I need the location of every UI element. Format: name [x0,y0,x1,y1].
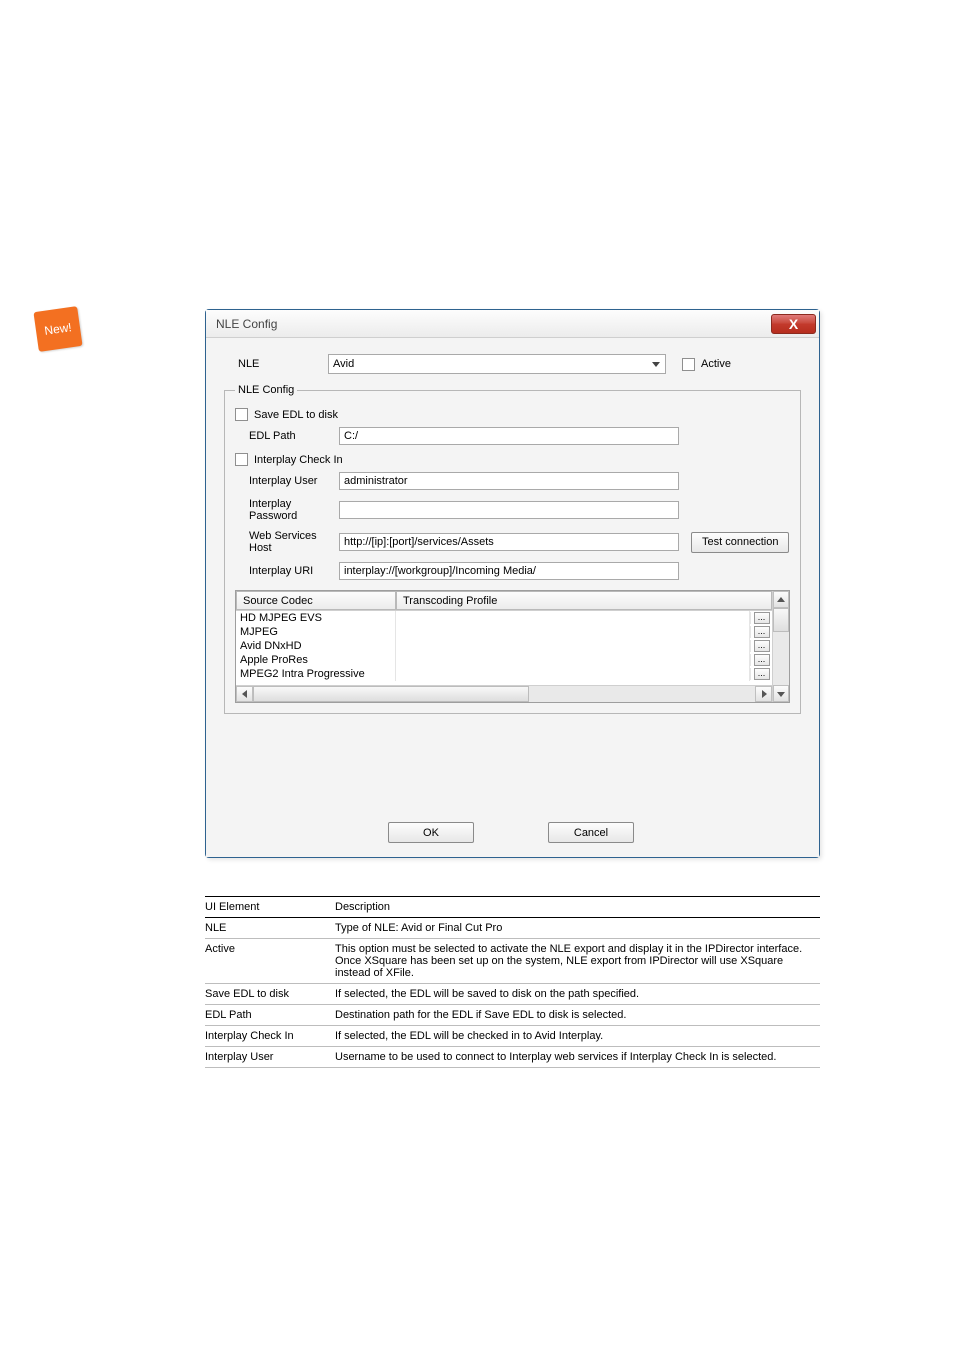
test-connection-label: Test connection [702,536,778,548]
ok-button[interactable]: OK [388,822,474,843]
cancel-button[interactable]: Cancel [548,822,634,843]
scroll-left-button[interactable] [236,686,253,702]
edl-path-label: EDL Path [235,430,339,442]
desc-param: NLE [205,922,335,934]
codec-cell[interactable] [396,611,750,625]
desc-param: EDL Path [205,1009,335,1021]
desc-text: Username to be used to connect to Interp… [335,1051,820,1063]
webservices-host-input[interactable] [339,533,679,551]
desc-header-param: UI Element [205,901,335,913]
hscroll-thumb[interactable] [253,686,529,702]
browse-button[interactable]: ... [754,654,770,666]
scroll-right-button[interactable] [755,686,772,702]
interplay-uri-label: Interplay URI [235,565,339,577]
browse-button[interactable]: ... [754,668,770,680]
codec-col-profile[interactable]: Transcoding Profile [396,591,772,610]
desc-text: Type of NLE: Avid or Final Cut Pro [335,922,820,934]
codec-cell[interactable]: Apple ProRes [236,653,396,667]
ok-label: OK [423,827,439,839]
desc-row: Interplay User Username to be used to co… [205,1047,820,1068]
browse-button[interactable]: ... [754,626,770,638]
interplay-password-input[interactable] [339,501,679,519]
codec-cell[interactable] [396,653,750,667]
codec-body: HD MJPEG EVS ... MJPEG ... Avid DNxHD [236,611,772,681]
codec-cell[interactable] [396,667,750,681]
desc-header-desc: Description [335,901,820,913]
active-label: Active [701,358,731,370]
desc-row: EDL Path Destination path for the EDL if… [205,1005,820,1026]
desc-text: If selected, the EDL will be saved to di… [335,988,820,1000]
codec-cell[interactable]: MPEG2 Intra Progressive [236,667,396,681]
dialog-title: NLE Config [216,317,771,331]
dialog-titlebar: NLE Config X [206,310,819,338]
desc-param: Interplay User [205,1051,335,1063]
test-connection-button[interactable]: Test connection [691,532,789,553]
new-badge-text: New! [43,320,72,338]
codec-cell[interactable]: MJPEG [236,625,396,639]
codec-cell[interactable]: HD MJPEG EVS [236,611,396,625]
desc-row: Active This option must be selected to a… [205,939,820,984]
edl-path-input[interactable] [339,427,679,445]
browse-button[interactable]: ... [754,612,770,624]
desc-text: This option must be selected to activate… [335,943,820,979]
cancel-label: Cancel [574,827,608,839]
nle-label: NLE [224,358,328,370]
close-button[interactable]: X [771,314,816,334]
codec-col-source[interactable]: Source Codec [236,591,396,610]
codec-vscrollbar[interactable] [772,591,789,702]
desc-param: Active [205,943,335,979]
nle-config-legend: NLE Config [235,384,297,396]
nle-value: Avid [333,358,649,370]
table-row: MPEG2 Intra Progressive ... [236,667,772,681]
desc-param: Save EDL to disk [205,988,335,1000]
close-icon: X [789,316,798,332]
save-edl-checkbox[interactable] [235,408,248,421]
scroll-up-button[interactable] [773,591,789,608]
desc-row: NLE Type of NLE: Avid or Final Cut Pro [205,918,820,939]
interplay-user-label: Interplay User [235,475,339,487]
active-checkbox[interactable] [682,358,695,371]
save-edl-label: Save EDL to disk [254,409,338,421]
table-row: Apple ProRes ... [236,653,772,667]
desc-text: If selected, the EDL will be checked in … [335,1030,820,1042]
description-table: UI Element Description NLE Type of NLE: … [205,896,820,1068]
interplay-checkin-label: Interplay Check In [254,454,343,466]
vscroll-thumb[interactable] [773,608,789,632]
codec-cell[interactable]: Avid DNxHD [236,639,396,653]
desc-text: Destination path for the EDL if Save EDL… [335,1009,820,1021]
scroll-down-button[interactable] [773,685,789,702]
nle-config-group: NLE Config Save EDL to disk EDL Path Int… [224,384,801,714]
browse-button[interactable]: ... [754,640,770,652]
codec-hscrollbar[interactable] [236,685,772,702]
desc-row: Save EDL to disk If selected, the EDL wi… [205,984,820,1005]
dialog-body: NLE Avid Active NLE Config Save EDL to d… [206,338,819,857]
desc-param: Interplay Check In [205,1030,335,1042]
codec-cell[interactable] [396,625,750,639]
new-badge: New! [33,306,82,352]
desc-row: Interplay Check In If selected, the EDL … [205,1026,820,1047]
interplay-checkin-checkbox[interactable] [235,453,248,466]
table-row: HD MJPEG EVS ... [236,611,772,625]
interplay-uri-input[interactable] [339,562,679,580]
dropdown-arrow-icon [649,357,663,371]
table-row: Avid DNxHD ... [236,639,772,653]
codec-table: Source Codec Transcoding Profile HD MJPE… [235,590,790,703]
codec-cell[interactable] [396,639,750,653]
table-row: MJPEG ... [236,625,772,639]
nle-select[interactable]: Avid [328,354,666,374]
interplay-password-label: Interplay Password [235,498,339,522]
nle-config-dialog: NLE Config X NLE Avid Active N [205,309,820,858]
interplay-user-input[interactable] [339,472,679,490]
webservices-host-label: Web Services Host [235,530,339,554]
